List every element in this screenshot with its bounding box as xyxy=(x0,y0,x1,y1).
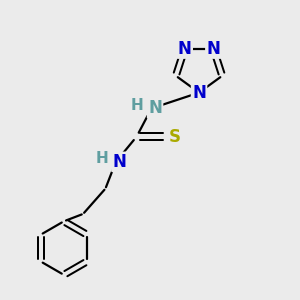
Text: N: N xyxy=(192,84,206,102)
Text: S: S xyxy=(169,128,181,146)
Text: N: N xyxy=(148,99,162,117)
Text: H: H xyxy=(95,152,108,166)
Text: H: H xyxy=(130,98,143,113)
Text: N: N xyxy=(178,40,192,58)
Text: N: N xyxy=(206,40,220,58)
Text: N: N xyxy=(112,153,126,171)
